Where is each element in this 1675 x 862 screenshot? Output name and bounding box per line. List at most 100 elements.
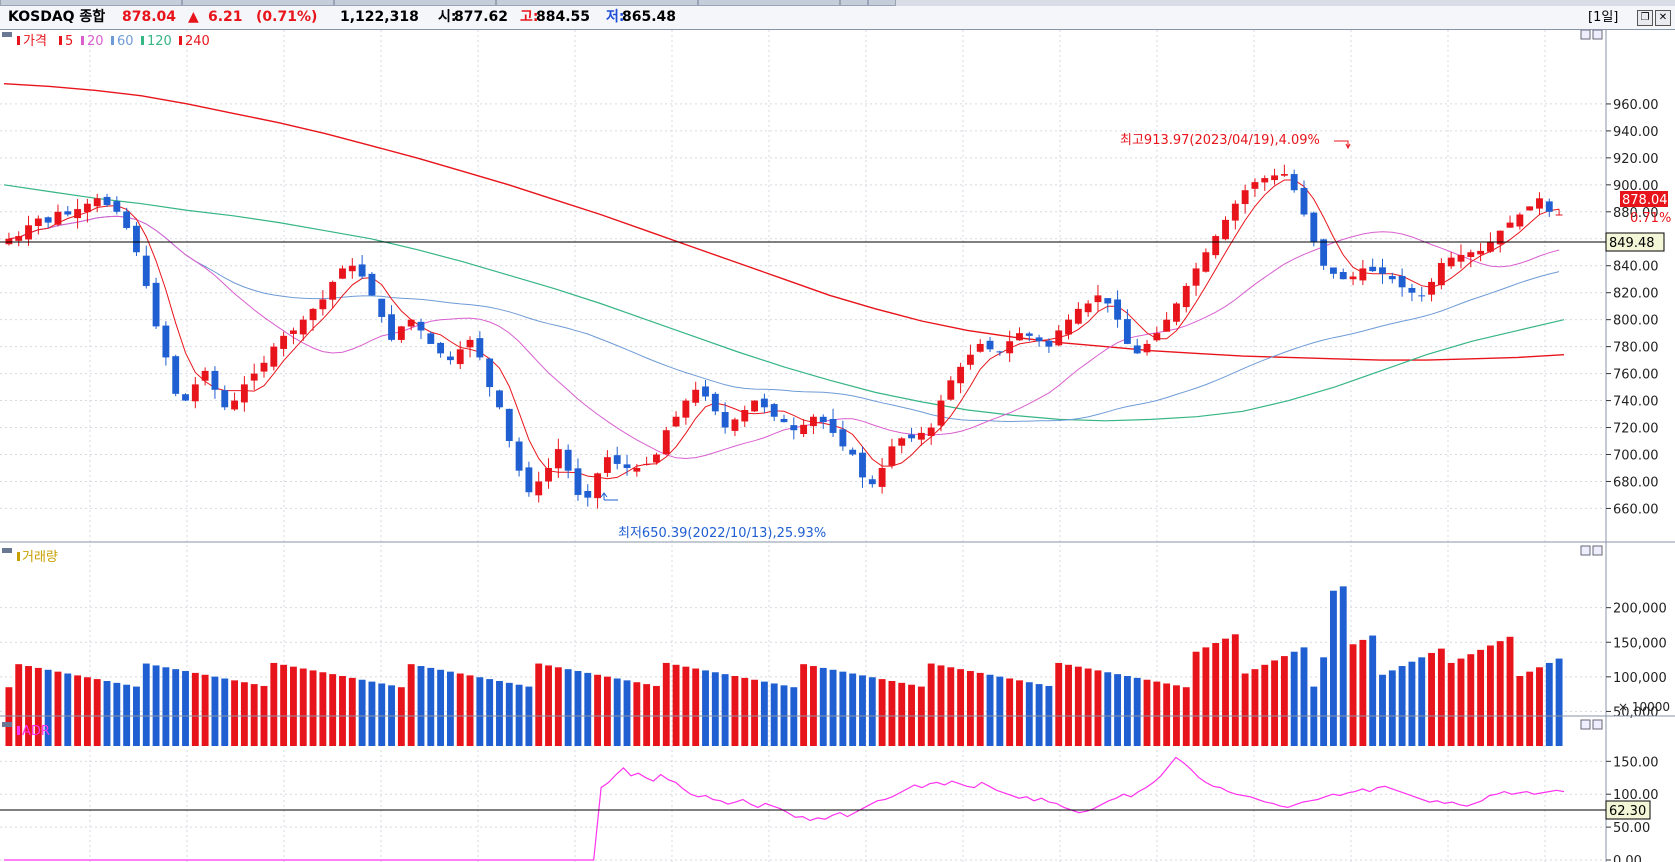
volume-bar[interactable]	[1222, 638, 1229, 746]
volume-bar[interactable]	[888, 680, 896, 746]
volume-bar[interactable]	[1496, 641, 1504, 746]
volume-bar[interactable]	[1035, 684, 1043, 746]
volume-bar[interactable]	[623, 680, 631, 746]
volume-bar[interactable]	[182, 671, 189, 746]
volume-bar[interactable]	[1192, 651, 1200, 746]
volume-bar[interactable]	[1074, 666, 1082, 746]
volume-bar[interactable]	[15, 664, 23, 746]
candle[interactable]	[309, 307, 317, 331]
volume-bar[interactable]	[957, 669, 965, 746]
volume-bar[interactable]	[329, 674, 337, 746]
volume-bar[interactable]	[613, 678, 621, 746]
candle[interactable]	[1398, 268, 1406, 297]
volume-bar[interactable]	[574, 671, 582, 746]
volume-bar[interactable]	[545, 665, 552, 746]
volume-bar[interactable]	[64, 673, 72, 746]
volume-bar[interactable]	[868, 677, 876, 746]
panel-handle-icon[interactable]	[2, 32, 12, 37]
volume-bar[interactable]	[201, 674, 209, 746]
volume-bar[interactable]	[996, 676, 1004, 746]
candle[interactable]	[721, 402, 729, 434]
volume-bar[interactable]	[25, 666, 32, 746]
candle[interactable]	[1330, 267, 1337, 279]
candle[interactable]	[1359, 259, 1367, 286]
volume-bar[interactable]	[34, 667, 42, 746]
volume-bar[interactable]	[515, 684, 523, 746]
candle[interactable]	[1045, 338, 1053, 353]
volume-bar[interactable]	[221, 678, 229, 746]
candle[interactable]	[1114, 290, 1122, 328]
volume-bar[interactable]	[741, 677, 749, 746]
volume-bar[interactable]	[682, 666, 690, 746]
volume-bar[interactable]	[976, 672, 984, 746]
candle[interactable]	[123, 207, 131, 230]
candle[interactable]	[427, 331, 435, 344]
candle[interactable]	[603, 450, 611, 478]
legend-label[interactable]: 가격	[23, 34, 47, 49]
volume-bar[interactable]	[770, 683, 778, 746]
volume-bar[interactable]	[427, 667, 435, 746]
close-icon[interactable]: ✕	[1655, 10, 1671, 26]
volume-bar[interactable]	[1123, 676, 1131, 746]
volume-bar[interactable]	[1379, 674, 1386, 746]
tab-strip-item[interactable]	[334, 0, 496, 6]
candle[interactable]	[93, 193, 101, 213]
volume-bar[interactable]	[1271, 660, 1278, 746]
candle[interactable]	[54, 204, 62, 227]
candle[interactable]	[1231, 200, 1239, 230]
candle[interactable]	[868, 475, 876, 488]
candle[interactable]	[770, 402, 778, 422]
volume-bar[interactable]	[878, 679, 886, 746]
candle[interactable]	[1006, 330, 1014, 363]
volume-bar[interactable]	[1545, 662, 1553, 746]
candle[interactable]	[456, 341, 464, 369]
candle[interactable]	[780, 414, 788, 423]
candle[interactable]	[496, 389, 503, 410]
candle[interactable]	[1379, 258, 1386, 284]
candle[interactable]	[1349, 271, 1357, 286]
volume-bar[interactable]	[1457, 658, 1465, 746]
candle[interactable]	[397, 325, 405, 343]
volume-bar[interactable]	[1408, 661, 1416, 746]
volume-bar[interactable]	[437, 669, 445, 746]
candle[interactable]	[1074, 302, 1082, 325]
volume-bar[interactable]	[299, 668, 307, 746]
volume-bar[interactable]	[152, 665, 160, 746]
candle[interactable]	[486, 357, 494, 397]
candle[interactable]	[64, 206, 72, 217]
candle[interactable]	[162, 321, 170, 366]
volume-bar[interactable]	[1428, 652, 1435, 746]
candle[interactable]	[201, 367, 209, 386]
candle[interactable]	[1271, 168, 1278, 185]
volume-bar[interactable]	[535, 663, 543, 746]
candle[interactable]	[947, 376, 955, 401]
volume-bar[interactable]	[584, 672, 592, 746]
tab-strip-item[interactable]	[840, 0, 868, 6]
candle[interactable]	[270, 343, 278, 371]
volume-bar[interactable]	[162, 667, 170, 746]
candle[interactable]	[643, 456, 651, 466]
volume-bar[interactable]	[1437, 648, 1445, 746]
candle[interactable]	[1182, 283, 1190, 313]
volume-bar[interactable]	[1516, 676, 1524, 746]
candle[interactable]	[1457, 244, 1465, 269]
volume-bar[interactable]	[1231, 634, 1239, 746]
volume-bar[interactable]	[456, 673, 464, 746]
panel-handle-icon[interactable]	[2, 722, 12, 727]
volume-bar[interactable]	[554, 667, 562, 746]
candle[interactable]	[290, 327, 297, 345]
volume-bar[interactable]	[142, 663, 150, 746]
volume-bar[interactable]	[859, 675, 866, 746]
volume-bar[interactable]	[839, 671, 847, 746]
volume-bar[interactable]	[1025, 682, 1033, 746]
candle[interactable]	[1261, 175, 1269, 191]
candle[interactable]	[976, 339, 984, 353]
volume-bar[interactable]	[1369, 635, 1377, 746]
volume-bar[interactable]	[1290, 651, 1298, 746]
candle[interactable]	[682, 398, 690, 425]
candle[interactable]	[1202, 248, 1210, 273]
candle[interactable]	[1555, 209, 1563, 216]
candle[interactable]	[927, 423, 935, 445]
candle[interactable]	[702, 380, 709, 401]
volume-bar[interactable]	[1555, 658, 1563, 746]
